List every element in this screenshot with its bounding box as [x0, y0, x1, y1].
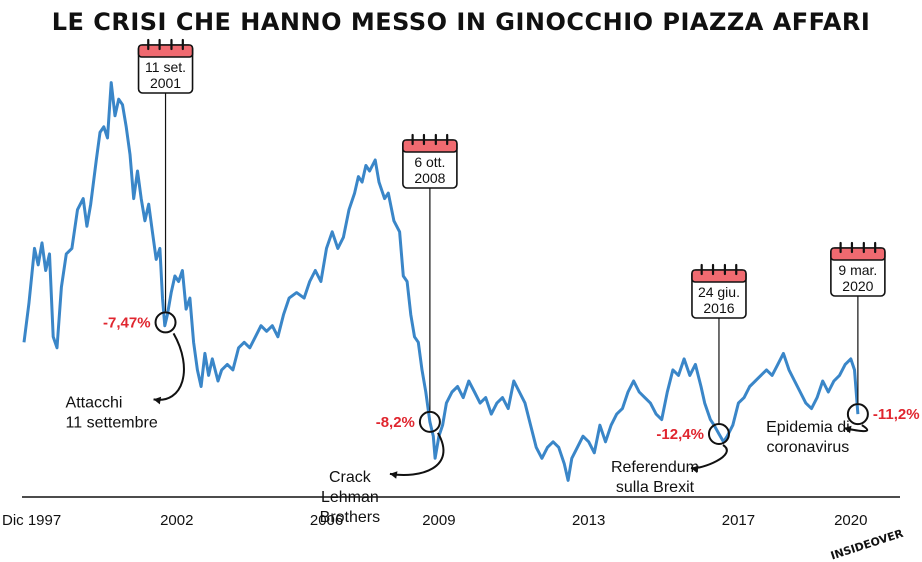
calendar-header: [402, 139, 458, 153]
event-date: 24 giu.: [698, 284, 740, 300]
x-tick-label: 2009: [422, 512, 455, 529]
event-label: Lehman: [321, 489, 379, 506]
calendar-icon: 9 mar.2020: [830, 241, 886, 297]
event-label: 11 settembre: [66, 414, 158, 431]
event-annotations: 11 set.2001 -7,47% Attacchi 11 settembre 6 o…: [66, 38, 920, 526]
percent-change: -7,47%: [103, 314, 151, 331]
event-label: Brothers: [320, 509, 380, 526]
arrow-head-icon: [389, 471, 398, 479]
percent-change: -11,2%: [873, 406, 920, 423]
event-marker: [418, 410, 441, 433]
brand-logo-text: INSIDEOVER: [829, 527, 905, 562]
event-marker: [846, 403, 869, 426]
x-tick-label: 2013: [572, 512, 605, 529]
event-label: Referendum: [611, 459, 699, 476]
event-date: 2016: [703, 300, 734, 316]
event-date: 9 mar.: [838, 262, 877, 278]
event-label: sulla Brexit: [616, 479, 695, 496]
event-date: 6 ott.: [414, 154, 445, 170]
event-date: 2008: [414, 170, 445, 186]
percent-change: -8,2%: [376, 414, 415, 431]
event-label: Attacchi: [66, 394, 123, 411]
event-annotation: 9 mar.2020 -11,2% Epidemia di coronavirus: [766, 241, 920, 456]
event-annotation: 6 ott.2008 -8,2% Crack Lehman Brothers: [320, 133, 458, 526]
x-tick-label: 2006: [310, 512, 343, 529]
x-tick-label: 2017: [722, 512, 755, 529]
arrow-head-icon: [153, 396, 162, 405]
event-date: 2001: [150, 75, 181, 91]
brand-logo: INSIDEOVER: [829, 527, 905, 562]
calendar-icon: 6 ott.2008: [402, 133, 458, 189]
event-label: coronavirus: [767, 439, 850, 456]
event-marker: [154, 311, 177, 334]
price-line: [22, 81, 860, 482]
calendar-header: [137, 44, 194, 58]
event-arrow: [153, 332, 185, 401]
calendar-icon: 24 giu.2016: [691, 263, 747, 319]
event-date: 2020: [842, 278, 873, 294]
x-tick-label: 2002: [160, 512, 193, 529]
x-tick-label: Dic 1997: [2, 512, 61, 529]
calendar-header: [691, 269, 747, 283]
arrow-head-icon: [843, 425, 852, 434]
x-tick-label: 2020: [834, 512, 867, 529]
chart-title: LE CRISI CHE HANNO MESSO IN GINOCCHIO PI…: [52, 8, 871, 36]
event-label: Crack: [329, 469, 372, 486]
calendar-header: [830, 247, 886, 261]
calendar-icon: 11 set.2001: [137, 38, 194, 94]
percent-change: -12,4%: [656, 426, 704, 443]
arrow-head-icon: [690, 465, 699, 474]
event-label: Epidemia di: [766, 419, 850, 436]
x-axis-ticks: Dic 1997 2002 2006 2009 2013 2017 2020: [2, 512, 867, 529]
event-annotation: 24 giu.2016 -12,4% Referendum sulla Brexit: [611, 263, 747, 496]
event-marker: [707, 423, 730, 446]
event-arrow: [389, 432, 445, 476]
event-date: 11 set.: [145, 59, 186, 75]
event-annotation: 11 set.2001 -7,47% Attacchi 11 settembre: [66, 38, 194, 431]
